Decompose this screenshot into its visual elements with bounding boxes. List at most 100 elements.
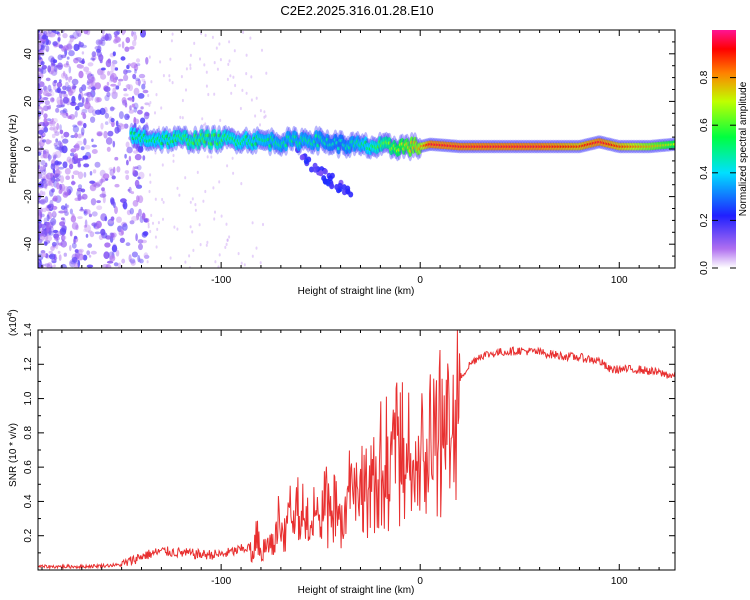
spectrogram-noise [60, 54, 67, 59]
spectrogram-noise [131, 103, 135, 108]
spectrogram-noise [105, 137, 113, 145]
spectrogram-noise [172, 153, 175, 158]
spectrogram-noise [57, 166, 65, 170]
spectrogram-noise [123, 93, 129, 97]
spectrogram-noise [199, 57, 201, 61]
spectrogram-noise [78, 70, 84, 79]
spectrogram-noise [38, 106, 43, 110]
spectrogram-noise [127, 63, 131, 67]
spectrogram-noise [52, 120, 56, 128]
spectrogram-noise [117, 81, 122, 87]
y-tick-label: 0 [23, 146, 34, 152]
spectrogram-noise [38, 262, 42, 268]
ridge-core [284, 143, 288, 148]
spectrogram-noise [57, 99, 64, 106]
spectrogram-noise [157, 221, 160, 225]
spectrogram-noise [56, 82, 63, 88]
spectrogram-noise [55, 88, 62, 93]
y-tick-label: 0.4 [23, 494, 34, 508]
spectrogram-noise [155, 245, 158, 249]
spectrogram-noise [60, 205, 66, 211]
spectrogram-noise [102, 173, 110, 180]
spectrogram-noise [189, 66, 192, 70]
spectrogram-noise [132, 73, 137, 80]
spectrogram-noise [176, 227, 179, 231]
y-tick-label: 1.2 [23, 357, 34, 371]
spectrogram-noise [169, 57, 172, 61]
y-tick-label: 1.0 [23, 391, 34, 405]
spectrogram-noise [212, 186, 215, 190]
spectrogram-noise [103, 86, 111, 93]
spectrogram-branch [322, 178, 328, 185]
spectrogram-noise [133, 33, 137, 41]
spectrogram-noise [135, 77, 140, 82]
spectrogram-noise [72, 124, 78, 128]
spectrogram-noise [98, 234, 104, 241]
spectrogram-noise [96, 97, 102, 103]
spectrogram-noise [99, 178, 106, 183]
spectrogram-noise [198, 223, 201, 227]
spectrogram-noise [121, 41, 125, 49]
spectrogram-noise [57, 231, 62, 237]
x-tick-label: 0 [417, 576, 423, 587]
spectrogram-noise [61, 138, 69, 144]
spectrogram-noise [128, 155, 132, 162]
spectrogram-noise [43, 180, 48, 185]
spectrogram-noise [192, 248, 195, 252]
spectrogram-noise [58, 79, 62, 84]
spectrogram-noise [52, 152, 57, 160]
spectrogram-noise [71, 95, 76, 104]
spectrogram-noise [162, 74, 165, 78]
spectrogram-noise [219, 58, 222, 62]
spectrogram-noise [150, 80, 153, 84]
x-tick-label: -100 [211, 576, 231, 587]
spectrogram-noise [171, 81, 174, 85]
spectrogram-noise [129, 220, 135, 225]
spectrogram-noise [57, 140, 62, 147]
spectrogram-noise [144, 254, 150, 259]
spectrogram-noise [124, 153, 127, 159]
spectrogram-noise [56, 104, 62, 108]
spectrogram-noise [123, 69, 128, 75]
ridge-core [408, 149, 412, 153]
spectrogram-noise [80, 146, 85, 151]
spectrogram-noise [74, 132, 78, 139]
snr-frame [37, 329, 676, 571]
spectrogram-noise [251, 254, 254, 258]
spectrogram-noise [42, 173, 48, 180]
spectrogram-noise [113, 166, 116, 174]
spectrogram-noise [41, 34, 48, 40]
spectrogram-noise [43, 90, 49, 97]
spectrogram-noise [194, 203, 197, 207]
spectrogram-noise [196, 170, 199, 174]
spectrogram-noise [49, 126, 55, 131]
spectrogram-noise [116, 30, 121, 35]
spectrogram-noise [230, 127, 233, 131]
spectrogram-noise [65, 74, 68, 81]
spectrogram-noise [161, 163, 164, 167]
spectrogram-branch [322, 168, 328, 175]
spectrogram-noise [90, 250, 97, 255]
spectrogram-noise [42, 97, 49, 101]
spectrogram-noise [43, 154, 47, 158]
spectrogram-noise [243, 263, 246, 267]
spectrogram-noise [70, 215, 77, 223]
spectrogram-noise [70, 101, 77, 107]
spectrogram-noise [45, 235, 52, 242]
spectrogram-noise [233, 49, 236, 53]
y-tick-label: 20 [23, 95, 34, 107]
spectrogram-noise [156, 227, 159, 231]
spectrogram-noise [45, 45, 50, 53]
spectrogram-noise [63, 93, 68, 99]
spectrogram-noise [56, 182, 60, 190]
spectrogram-noise [51, 260, 57, 264]
spectrogram-noise [64, 168, 71, 175]
spectrogram-noise [204, 33, 207, 38]
spectrogram-noise [42, 207, 47, 213]
spectrogram-branch [309, 166, 314, 173]
spectrogram-noise [228, 235, 231, 239]
spectrogram-noise [48, 250, 53, 254]
spectrogram-noise [226, 238, 229, 242]
spectrogram-noise [250, 98, 253, 102]
spectrogram-noise [201, 117, 204, 121]
